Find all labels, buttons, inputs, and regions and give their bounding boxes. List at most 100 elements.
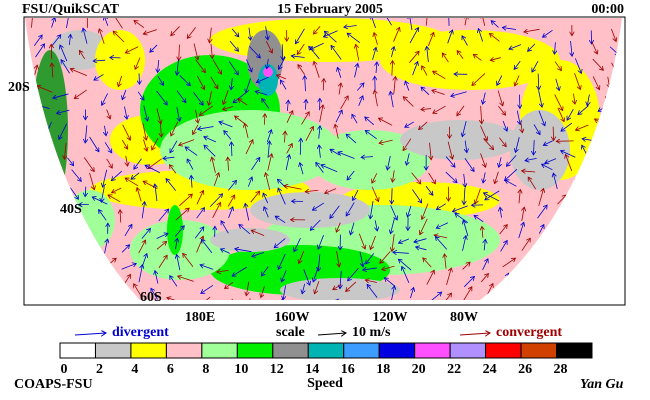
wind-arrow	[465, 18, 467, 26]
wind-arrow	[89, 172, 95, 190]
wind-arrow	[593, 173, 594, 189]
wind-arrow	[137, 91, 144, 100]
wind-arrow	[498, 105, 505, 115]
wind-arrow	[578, 105, 589, 115]
wind-arrow	[545, 269, 553, 282]
wind-arrow	[463, 220, 469, 237]
colorbar-tick-label: 6	[167, 362, 174, 377]
wind-arrow	[387, 155, 391, 170]
wind-arrow	[219, 122, 233, 128]
wind-arrow	[502, 120, 507, 131]
wind-arrow	[358, 233, 365, 249]
wind-arrow	[261, 286, 265, 297]
footer-right: Yan Gu	[580, 377, 624, 392]
wind-arrow	[120, 289, 127, 298]
wind-arrow	[141, 228, 151, 239]
wind-arrow	[421, 109, 432, 110]
wind-arrow	[263, 193, 269, 204]
wind-arrow	[495, 171, 499, 184]
colorbar-tick-label: 2	[96, 362, 103, 377]
wind-arrow	[52, 63, 53, 78]
wind-arrow	[196, 208, 205, 219]
header-right: 00:00	[591, 2, 624, 17]
wind-arrow	[505, 168, 518, 180]
wind-arrow	[251, 230, 265, 236]
wind-arrow	[93, 60, 106, 61]
colorbar-cell	[449, 342, 487, 359]
wind-arrow	[574, 58, 581, 73]
colorbar: 0 2 4 6 8 10 12 14 16 18 20 22 24 26 28	[59, 342, 593, 377]
wind-arrow	[64, 142, 66, 159]
wind-arrow	[143, 105, 148, 121]
wind-arrow	[194, 227, 204, 239]
wind-arrow	[264, 302, 265, 319]
wind-arrow	[414, 238, 427, 243]
wind-arrow	[221, 249, 230, 254]
wind-arrow	[403, 97, 414, 107]
wind-arrow	[375, 220, 377, 231]
wind-arrow	[57, 109, 70, 113]
wind-arrow	[131, 172, 140, 180]
wind-arrow	[111, 170, 123, 181]
wind-arrow	[245, 140, 253, 155]
wind-arrow	[246, 59, 251, 72]
colorbar-cell	[414, 342, 451, 359]
wind-arrow	[195, 59, 206, 73]
wind-arrow	[394, 77, 396, 95]
wind-arrow	[452, 205, 468, 212]
wind-arrow	[521, 121, 523, 132]
wind-arrow	[281, 270, 287, 281]
wind-arrow	[347, 33, 361, 43]
wind-arrow	[392, 61, 393, 76]
wind-arrow	[554, 42, 555, 54]
wind-arrow	[524, 28, 540, 32]
wind-arrow	[33, 35, 42, 46]
wind-arrow	[210, 76, 218, 89]
wind-arrow	[538, 90, 543, 107]
wind-arrow	[442, 53, 449, 63]
wind-arrow	[53, 93, 69, 98]
wind-arrow	[515, 137, 520, 152]
wind-arrow	[595, 248, 609, 253]
wind-arrow	[122, 89, 127, 100]
legend-divergent: divergent	[112, 325, 169, 340]
wind-arrow	[266, 26, 268, 39]
wind-arrow	[198, 126, 214, 130]
wind-arrow	[542, 164, 553, 171]
map-frame	[23, 16, 626, 306]
wind-arrow	[475, 188, 481, 204]
wind-arrow	[538, 110, 545, 126]
wind-arrow	[482, 226, 483, 238]
colorbar-tick-label: 18	[376, 362, 390, 377]
wind-arrow	[284, 186, 302, 190]
wind-arrow	[200, 265, 214, 270]
wind-arrow	[600, 125, 610, 140]
wind-arrow	[238, 99, 248, 106]
wind-arrow	[346, 134, 357, 144]
wind-arrow	[187, 27, 196, 38]
colorbar-cell	[485, 342, 522, 359]
wind-arrow	[435, 236, 448, 250]
wind-arrow	[70, 187, 78, 199]
wind-arrow	[223, 106, 234, 109]
wind-arrow	[301, 112, 310, 125]
wind-arrow	[594, 285, 608, 296]
colorbar-cell	[165, 342, 203, 359]
wind-arrow	[201, 284, 214, 293]
wind-arrow	[521, 294, 536, 300]
wind-arrow	[126, 155, 128, 166]
wind-arrow	[485, 190, 500, 200]
wind-arrow	[516, 271, 522, 283]
speed-region	[210, 228, 290, 252]
wind-arrow	[500, 241, 508, 252]
wind-arrow	[323, 79, 324, 91]
wind-arrow	[370, 235, 376, 249]
wind-arrow	[593, 264, 609, 271]
wind-arrow	[286, 111, 293, 124]
wind-arrow	[428, 172, 436, 184]
wind-arrow	[31, 18, 34, 28]
wind-arrow	[232, 266, 247, 276]
wind-arrow	[421, 87, 430, 96]
wind-arrow	[227, 195, 234, 207]
